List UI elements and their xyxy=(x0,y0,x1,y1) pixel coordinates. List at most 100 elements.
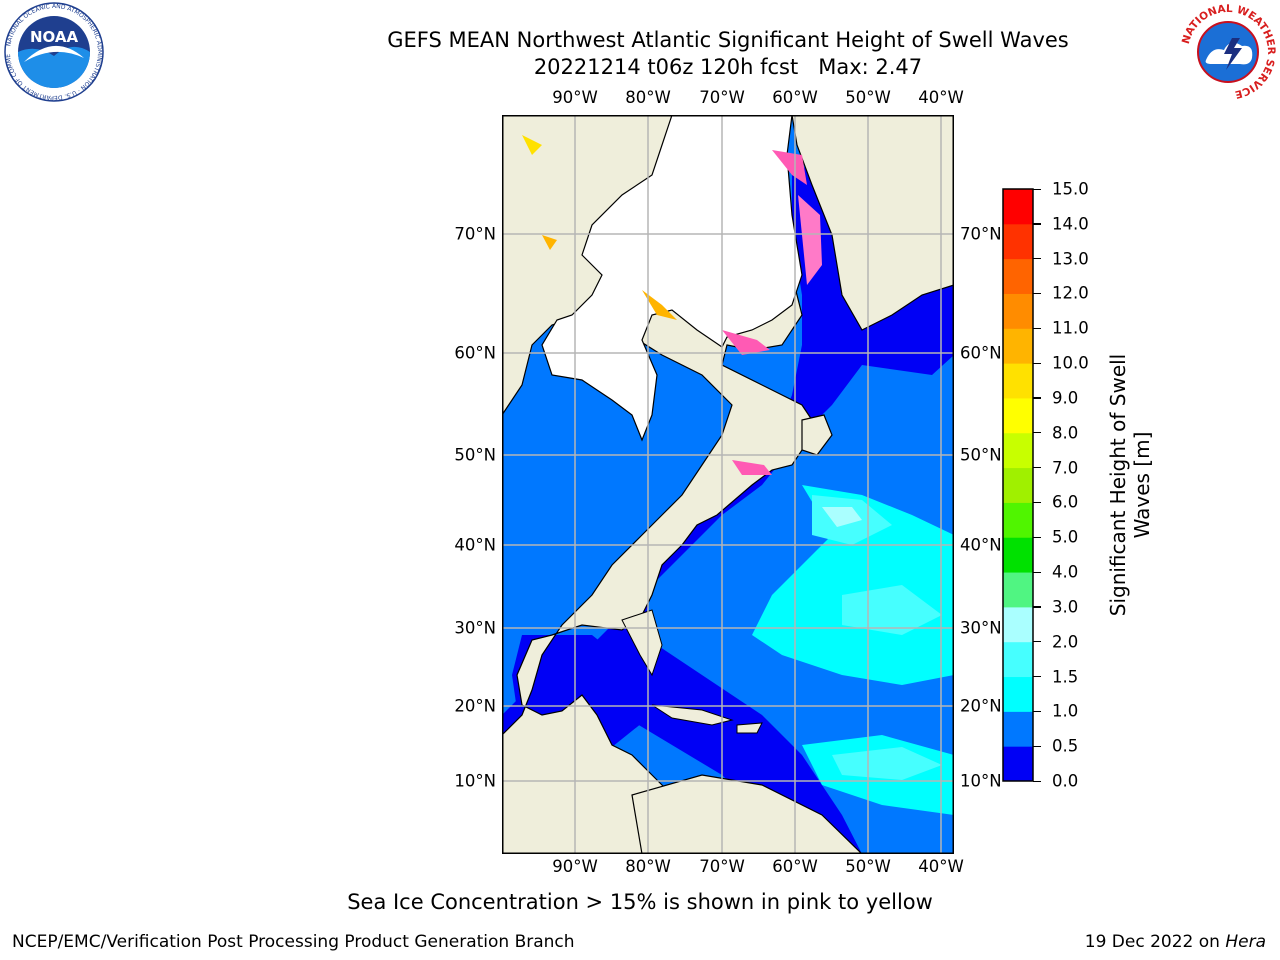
lat-label-left-60n: 60°N xyxy=(454,343,496,363)
sea-ice-fringe xyxy=(522,135,822,475)
lat-label-right-20n: 20°N xyxy=(960,696,1002,716)
colorbar-tick-label: 7.0 xyxy=(1052,458,1079,478)
colorbar-swatch xyxy=(1003,606,1033,643)
lat-label-right-50n: 50°N xyxy=(960,445,1002,465)
lon-label-top-60w: 60°W xyxy=(772,88,818,107)
colorbar-swatch xyxy=(1003,746,1033,782)
colorbar-tick-label: 8.0 xyxy=(1052,423,1079,443)
colorbar-swatch xyxy=(1003,537,1033,573)
colorbar-tick-mark xyxy=(1033,676,1041,678)
colorbar-tick-label: 12.0 xyxy=(1052,283,1089,303)
date-line: 19 Dec 2022 on Hera xyxy=(1085,932,1266,952)
lon-label-bottom-40w: 40°W xyxy=(918,857,964,876)
land-south-america xyxy=(631,774,863,854)
colorbar-tick-mark xyxy=(1033,432,1041,434)
lon-label-bottom-50w: 50°W xyxy=(845,857,891,876)
lat-label-left-20n: 20°N xyxy=(454,696,496,716)
lon-label-bottom-70w: 70°W xyxy=(699,857,745,876)
colorbar-title: Significant Height of Swell Waves [m] xyxy=(1106,354,1154,616)
map-title: GEFS MEAN Northwest Atlantic Significant… xyxy=(387,28,1069,52)
colorbar-tick-label: 0.0 xyxy=(1052,771,1079,791)
colorbar-tick-label: 13.0 xyxy=(1052,249,1089,269)
colorbar-tick-label: 14.0 xyxy=(1052,214,1089,234)
noaa-logo-text: NOAA xyxy=(30,28,79,46)
colorbar-swatch xyxy=(1003,397,1033,434)
colorbar-swatch xyxy=(1003,328,1033,364)
land-florida xyxy=(621,609,663,677)
lat-label-right-30n: 30°N xyxy=(960,618,1002,638)
map-subtitle: 20221214 t06z 120h fcst Max: 2.47 xyxy=(533,55,923,79)
date-text: 19 Dec 2022 on xyxy=(1084,932,1226,952)
lon-label-bottom-80w: 80°W xyxy=(625,857,671,876)
colorbar-tick-mark xyxy=(1033,606,1041,608)
colorbar-tick-mark xyxy=(1033,641,1041,643)
colorbar-tick-mark xyxy=(1033,536,1041,538)
colorbar-swatch xyxy=(1003,676,1033,712)
colorbar-tick-label: 11.0 xyxy=(1052,318,1089,338)
colorbar-title-line1: Significant Height of Swell xyxy=(1106,353,1130,617)
colorbar-swatch xyxy=(1003,293,1033,329)
lat-label-left-50n: 50°N xyxy=(454,445,496,465)
colorbar-tick-mark xyxy=(1033,780,1041,782)
sea-ice-caption: Sea Ice Concentration > 15% is shown in … xyxy=(347,890,933,914)
lat-label-left-10n: 10°N xyxy=(454,771,496,791)
lon-label-top-50w: 50°W xyxy=(845,88,891,107)
colorbar-tick-label: 5.0 xyxy=(1052,527,1079,547)
gridlines xyxy=(502,115,954,854)
colorbar-tick-mark xyxy=(1033,292,1041,295)
nws-logo-icon: NATIONAL WEATHER SERVICE xyxy=(1180,3,1277,101)
colorbar-tick-label: 1.5 xyxy=(1052,667,1079,687)
swell-field-peak xyxy=(822,507,862,527)
colorbar-tick-mark xyxy=(1033,397,1041,399)
colorbar-swatch xyxy=(1003,641,1033,678)
colorbar-tick-mark xyxy=(1033,571,1041,573)
colorbar-swatch xyxy=(1003,189,1033,225)
lat-label-right-70n: 70°N xyxy=(960,224,1002,244)
colorbar-swatch xyxy=(1003,258,1033,294)
lon-label-top-80w: 80°W xyxy=(625,88,671,107)
colorbar-swatch xyxy=(1003,502,1033,538)
lat-label-left-70n: 70°N xyxy=(454,224,496,244)
lon-label-bottom-60w: 60°W xyxy=(772,857,818,876)
lat-label-right-60n: 60°N xyxy=(960,343,1002,363)
colorbar-tick-label: 0.5 xyxy=(1052,736,1079,756)
host-name: Hera xyxy=(1225,932,1266,952)
colorbar-swatch xyxy=(1003,363,1033,399)
colorbar-swatch xyxy=(1003,711,1033,747)
noaa-logo-icon: NATIONAL OCEANIC AND ATMOSPHERIC ADMINIS… xyxy=(2,2,104,102)
lon-label-top-90w: 90°W xyxy=(552,88,598,107)
colorbar-tick-label: 1.0 xyxy=(1052,701,1079,721)
colorbar-tick-mark xyxy=(1033,223,1041,225)
lat-label-right-40n: 40°N xyxy=(960,535,1002,555)
ice-region xyxy=(541,115,803,442)
colorbar-tick-mark xyxy=(1033,710,1041,713)
lat-label-left-30n: 30°N xyxy=(454,618,496,638)
colorbar-title-line2: Waves [m] xyxy=(1130,431,1154,539)
colorbar-tick-label: 2.0 xyxy=(1052,632,1079,652)
colorbar-tick-mark xyxy=(1033,362,1041,364)
lon-label-top-70w: 70°W xyxy=(699,88,745,107)
map-frame xyxy=(502,115,954,854)
colorbar-tick-mark xyxy=(1033,188,1041,190)
colorbar-tick-label: 15.0 xyxy=(1052,179,1089,199)
credit-line: NCEP/EMC/Verification Post Processing Pr… xyxy=(12,932,575,952)
colorbar-tick-mark xyxy=(1033,501,1041,504)
lon-label-bottom-90w: 90°W xyxy=(552,857,598,876)
colorbar-tick-label: 10.0 xyxy=(1052,353,1089,373)
lat-label-right-10n: 10°N xyxy=(960,771,1002,791)
colorbar-swatch xyxy=(1003,432,1033,469)
colorbar-swatch xyxy=(1003,467,1033,503)
colorbar-tick-label: 3.0 xyxy=(1052,597,1079,617)
colorbar-tick-label: 9.0 xyxy=(1052,388,1079,408)
colorbar-tick-mark xyxy=(1033,258,1041,260)
lon-label-top-40w: 40°W xyxy=(918,88,964,107)
colorbar xyxy=(1002,188,1034,782)
colorbar-frame xyxy=(1002,188,1034,782)
land-greenland xyxy=(791,115,954,331)
colorbar-tick-label: 6.0 xyxy=(1052,492,1079,512)
colorbar-swatch xyxy=(1003,223,1033,260)
colorbar-tick-mark xyxy=(1033,467,1041,469)
colorbar-tick-mark xyxy=(1033,327,1041,329)
colorbar-swatch xyxy=(1003,572,1033,608)
map-panel xyxy=(502,115,954,854)
